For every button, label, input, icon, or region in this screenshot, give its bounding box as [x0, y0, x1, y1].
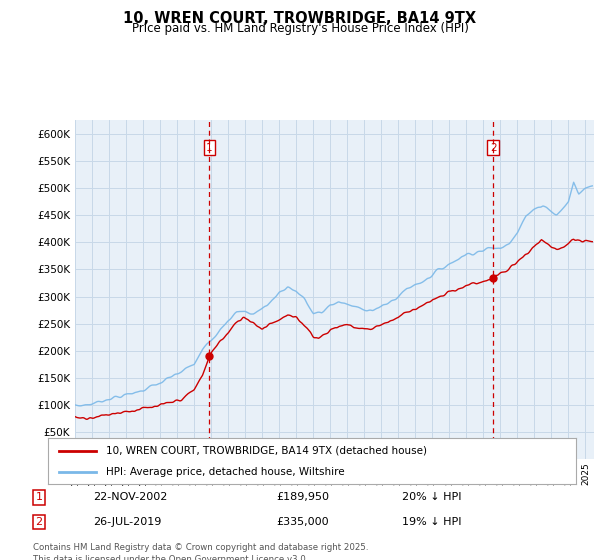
- Text: 2: 2: [35, 517, 43, 527]
- Text: 26-JUL-2019: 26-JUL-2019: [93, 517, 161, 527]
- Text: HPI: Average price, detached house, Wiltshire: HPI: Average price, detached house, Wilt…: [106, 467, 345, 477]
- Text: 2: 2: [490, 142, 496, 152]
- Text: 22-NOV-2002: 22-NOV-2002: [93, 492, 167, 502]
- Text: £335,000: £335,000: [276, 517, 329, 527]
- Text: Contains HM Land Registry data © Crown copyright and database right 2025.
This d: Contains HM Land Registry data © Crown c…: [33, 543, 368, 560]
- Text: 1: 1: [206, 142, 213, 152]
- Point: [205, 352, 214, 361]
- Text: 19% ↓ HPI: 19% ↓ HPI: [402, 517, 461, 527]
- Text: Price paid vs. HM Land Registry's House Price Index (HPI): Price paid vs. HM Land Registry's House …: [131, 22, 469, 35]
- Text: £189,950: £189,950: [276, 492, 329, 502]
- Text: 10, WREN COURT, TROWBRIDGE, BA14 9TX (detached house): 10, WREN COURT, TROWBRIDGE, BA14 9TX (de…: [106, 446, 427, 456]
- Text: 10, WREN COURT, TROWBRIDGE, BA14 9TX: 10, WREN COURT, TROWBRIDGE, BA14 9TX: [124, 11, 476, 26]
- Point: [488, 273, 498, 282]
- Text: 20% ↓ HPI: 20% ↓ HPI: [402, 492, 461, 502]
- Text: 1: 1: [35, 492, 43, 502]
